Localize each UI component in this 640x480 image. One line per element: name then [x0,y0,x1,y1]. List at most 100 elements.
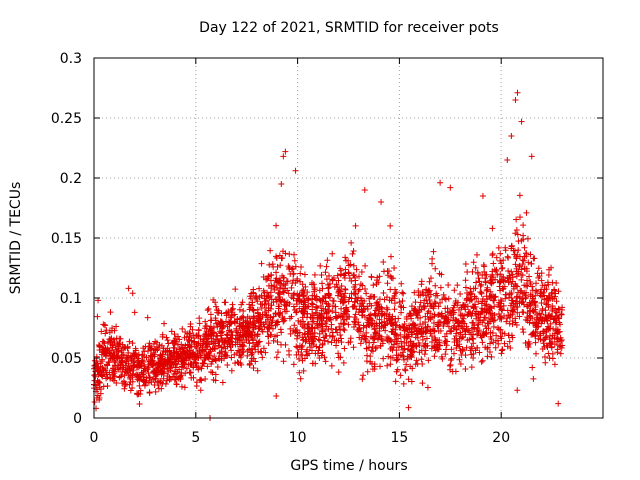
data-point [555,400,562,407]
data-point [489,329,496,336]
data-point [447,357,454,364]
data-point [519,272,526,279]
data-point [182,370,189,377]
data-point [302,299,309,306]
data-point [411,328,418,335]
data-point [528,153,535,160]
data-point [359,309,366,316]
data-point [414,334,421,341]
data-point [273,319,280,326]
data-point [285,290,292,297]
data-point [311,271,318,278]
data-point [511,247,518,254]
data-point [533,280,540,287]
data-point [522,282,529,289]
data-point [498,350,505,357]
data-point [332,303,339,310]
data-point [505,312,512,319]
data-point [202,375,209,382]
data-point [165,368,172,375]
data-point [488,292,495,299]
data-point [455,320,462,327]
data-point [228,367,235,374]
data-point [488,316,495,323]
data-point [346,294,353,301]
data-point [270,337,277,344]
data-point [317,303,324,310]
data-point [96,384,103,391]
data-point [254,309,261,316]
data-point [302,283,309,290]
data-point [372,345,379,352]
data-point [340,326,347,333]
data-point [328,321,335,328]
data-point [521,289,528,296]
data-point [183,333,190,340]
data-point [512,261,519,268]
data-point [107,309,114,316]
data-point [426,326,433,333]
data-point [422,329,429,336]
data-point [499,264,506,271]
data-point [540,328,547,335]
data-point [476,278,483,285]
data-point [475,275,482,282]
data-point [370,282,377,289]
data-point [452,368,459,375]
data-point [253,296,260,303]
data-point [125,371,132,378]
data-point [504,315,511,322]
data-point [299,281,306,288]
data-point [158,342,165,349]
data-point [383,294,390,301]
data-point [464,268,471,275]
data-point [508,290,515,297]
data-point [417,314,424,321]
data-point [542,334,549,341]
data-point [119,351,126,358]
data-point [555,288,562,295]
data-point [115,347,122,354]
data-point [259,354,266,361]
data-point [398,352,405,359]
data-point [389,328,396,335]
data-point [195,327,202,334]
data-point [204,307,211,314]
data-point [363,329,370,336]
data-point [488,336,495,343]
data-point [546,294,553,301]
data-point [299,314,306,321]
data-point [273,222,280,229]
data-point [212,371,219,378]
data-point [246,361,253,368]
data-point [553,298,560,305]
data-point [393,356,400,363]
data-point [487,279,494,286]
data-point [377,363,384,370]
data-point [457,361,464,368]
data-point [467,347,474,354]
data-point [343,304,350,311]
data-point [162,348,169,355]
data-point [155,378,162,385]
data-point [171,337,178,344]
data-point [500,257,507,264]
data-point [558,344,565,351]
data-point [352,281,359,288]
data-point [337,271,344,278]
data-point [322,269,329,276]
data-point [462,366,469,373]
data-point [411,305,418,312]
data-point [514,89,521,96]
data-point [549,279,556,286]
data-point [280,274,287,281]
data-point [527,302,534,309]
data-point [268,296,275,303]
data-point [108,355,115,362]
data-point [197,387,204,394]
data-point [360,322,367,329]
data-point [228,320,235,327]
data-point [350,324,357,331]
data-point [301,324,308,331]
data-point [129,290,136,297]
